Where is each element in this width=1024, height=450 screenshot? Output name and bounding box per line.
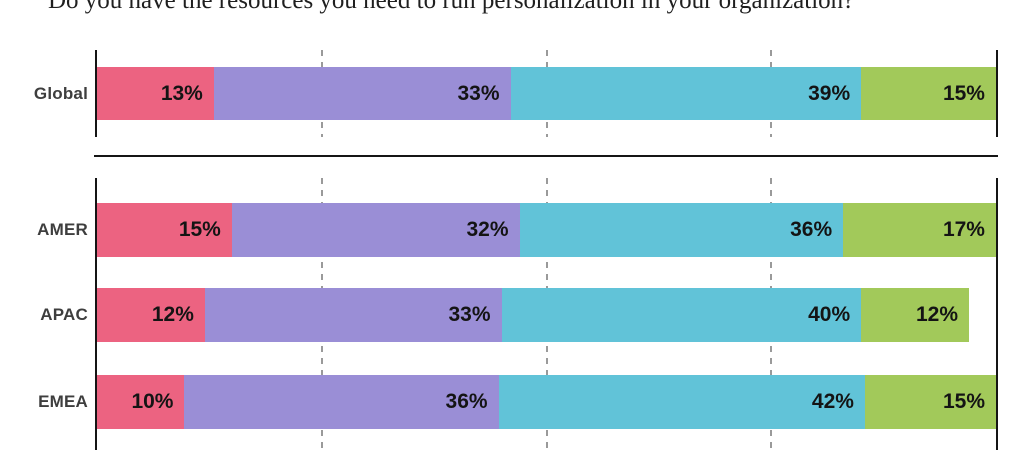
row-label-amer: AMER — [37, 220, 88, 239]
bar-segment-teal: 39% — [510, 67, 862, 120]
bar-segment-green: 15% — [864, 375, 996, 429]
row-label-global: Global — [33, 84, 88, 103]
segment-value-label: 15% — [178, 218, 221, 241]
row-label-apac: APAC — [40, 305, 88, 324]
axis-line-right — [996, 50, 998, 137]
segment-value-label: 12% — [151, 303, 194, 326]
bar-segment-purple: 36% — [184, 375, 499, 429]
bar-segment-red: 13% — [97, 67, 214, 120]
plot-area: 15% 32% 36% 17% 12% 33% 40% 12% 10% 36% 42% 15% — [95, 178, 998, 450]
segment-value-label: 13% — [160, 81, 203, 105]
bar-segment-purple: 33% — [213, 67, 511, 120]
bar-segment-green: 15% — [861, 67, 996, 120]
bar-segment-purple: 32% — [231, 203, 520, 257]
chart-title: Do you have the resources you need to ru… — [48, 0, 855, 14]
segment-value-label: 36% — [445, 390, 488, 413]
bar-amer: 15% 32% 36% 17% — [97, 203, 996, 257]
segment-value-label: 33% — [448, 303, 491, 326]
bar-segment-teal: 42% — [498, 375, 865, 429]
segment-value-label: 17% — [942, 218, 985, 241]
segment-value-label: 42% — [811, 390, 854, 413]
bar-segment-green: 17% — [843, 203, 996, 257]
segment-value-label: 15% — [942, 390, 985, 413]
chart-group-regions: AMER APAC EMEA 15% 32% 36% 17% 12% 33% 40% 12% 10% 3… — [0, 178, 1024, 450]
segment-value-label: 33% — [457, 81, 500, 105]
axis-line-left — [95, 178, 97, 450]
plot-area: 13% 33% 39% 15% — [95, 50, 998, 137]
axis-line-left — [95, 50, 97, 137]
segment-value-label: 12% — [915, 303, 958, 326]
bar-segment-purple: 33% — [204, 288, 502, 342]
segment-value-label: 10% — [131, 390, 174, 413]
bar-segment-red: 12% — [97, 288, 205, 342]
bar-emea: 10% 36% 42% 15% — [97, 375, 996, 429]
axis-line-right — [996, 178, 998, 450]
bar-segment-red: 10% — [97, 375, 185, 429]
segment-value-label: 39% — [808, 81, 851, 105]
group-separator — [94, 155, 998, 157]
row-label-emea: EMEA — [38, 392, 88, 411]
bar-apac: 12% 33% 40% 12% — [97, 288, 996, 342]
bar-segment-teal: 36% — [519, 203, 844, 257]
segment-value-label: 40% — [808, 303, 851, 326]
bar-segment-green: 12% — [861, 288, 969, 342]
segment-value-label: 32% — [466, 218, 509, 241]
bar-global: 13% 33% 39% 15% — [97, 67, 996, 120]
chart-group-global: Global 13% 33% 39% 15% — [0, 50, 1024, 137]
segment-value-label: 36% — [790, 218, 833, 241]
segment-value-label: 15% — [942, 81, 985, 105]
bar-segment-teal: 40% — [501, 288, 862, 342]
bar-segment-red: 15% — [97, 203, 232, 257]
